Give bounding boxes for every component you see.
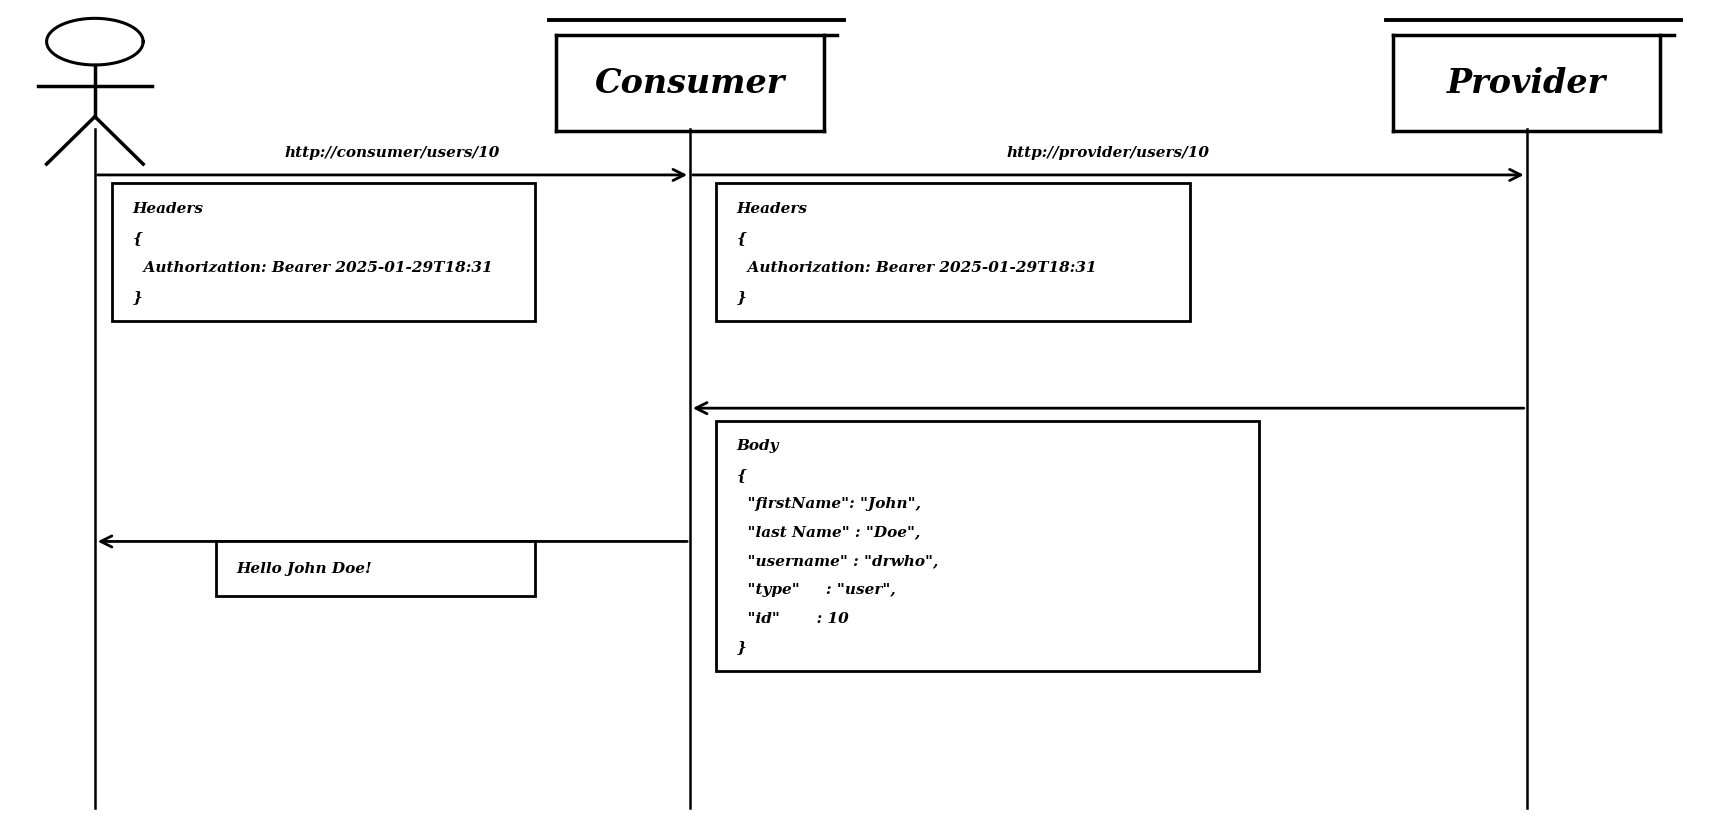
Bar: [716, 183, 1190, 321]
Text: }: }: [737, 641, 747, 655]
Text: Headers: Headers: [133, 202, 204, 216]
Text: http://provider/users/10: http://provider/users/10: [1007, 146, 1209, 160]
Text: }: }: [133, 290, 143, 304]
Text: "type"     : "user",: "type" : "user",: [737, 583, 895, 597]
Text: Consumer: Consumer: [595, 67, 785, 100]
Bar: [216, 541, 535, 596]
Text: Authorization: Bearer 2025-01-29T18:31: Authorization: Bearer 2025-01-29T18:31: [737, 261, 1095, 275]
Text: "last Name" : "Doe",: "last Name" : "Doe",: [737, 526, 919, 540]
Text: Hello John Doe!: Hello John Doe!: [236, 561, 373, 576]
Text: }: }: [737, 290, 747, 304]
Text: "id"       : 10: "id" : 10: [737, 611, 849, 626]
Text: {: {: [737, 468, 747, 482]
Text: Body: Body: [737, 439, 780, 453]
Text: "firstName": "John",: "firstName": "John",: [737, 496, 921, 511]
Bar: [716, 421, 1259, 671]
Text: Provider: Provider: [1447, 67, 1606, 100]
Bar: [112, 183, 535, 321]
Text: Authorization: Bearer 2025-01-29T18:31: Authorization: Bearer 2025-01-29T18:31: [133, 261, 492, 275]
Text: {: {: [737, 232, 747, 246]
Text: {: {: [133, 232, 143, 246]
Text: http://consumer/users/10: http://consumer/users/10: [285, 146, 500, 160]
Text: "username" : "drwho",: "username" : "drwho",: [737, 554, 938, 568]
Text: Headers: Headers: [737, 202, 807, 216]
